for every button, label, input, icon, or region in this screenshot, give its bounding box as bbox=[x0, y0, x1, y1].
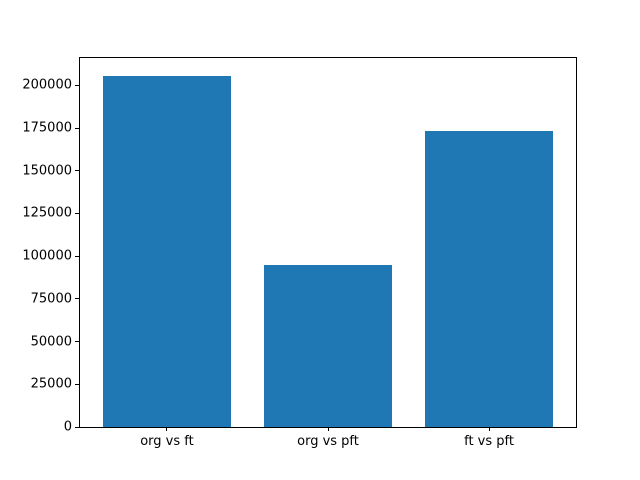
y-tick-label: 50000 bbox=[30, 334, 72, 350]
y-tick-mark bbox=[75, 426, 79, 428]
x-tick-mark bbox=[488, 427, 490, 431]
y-tick-label: 75000 bbox=[30, 291, 72, 307]
y-tick-mark bbox=[75, 127, 79, 129]
bar-ft-vs-pft bbox=[424, 130, 554, 427]
y-tick-mark bbox=[75, 341, 79, 343]
x-tick-label-org-vs-pft: org vs pft bbox=[297, 434, 359, 449]
y-tick-label: 175000 bbox=[22, 120, 72, 136]
y-tick-label: 25000 bbox=[30, 376, 72, 392]
y-tick-mark bbox=[75, 170, 79, 172]
y-tick-label: 125000 bbox=[22, 205, 72, 221]
plot-area bbox=[79, 57, 577, 428]
x-tick-label-ft-vs-pft: ft vs pft bbox=[464, 434, 514, 449]
bar-org-vs-ft bbox=[102, 75, 232, 427]
y-tick-mark bbox=[75, 298, 79, 300]
y-tick-label: 150000 bbox=[22, 163, 72, 179]
x-tick-mark bbox=[327, 427, 329, 431]
x-tick-label-org-vs-ft: org vs ft bbox=[140, 434, 194, 449]
y-tick-label: 200000 bbox=[22, 77, 72, 93]
bar-org-vs-pft bbox=[263, 264, 393, 427]
y-tick-label: 0 bbox=[63, 419, 72, 435]
y-tick-mark bbox=[75, 255, 79, 257]
y-tick-mark bbox=[75, 383, 79, 385]
y-tick-mark bbox=[75, 84, 79, 86]
y-tick-mark bbox=[75, 212, 79, 214]
x-tick-mark bbox=[166, 427, 168, 431]
y-tick-label: 100000 bbox=[22, 248, 72, 264]
